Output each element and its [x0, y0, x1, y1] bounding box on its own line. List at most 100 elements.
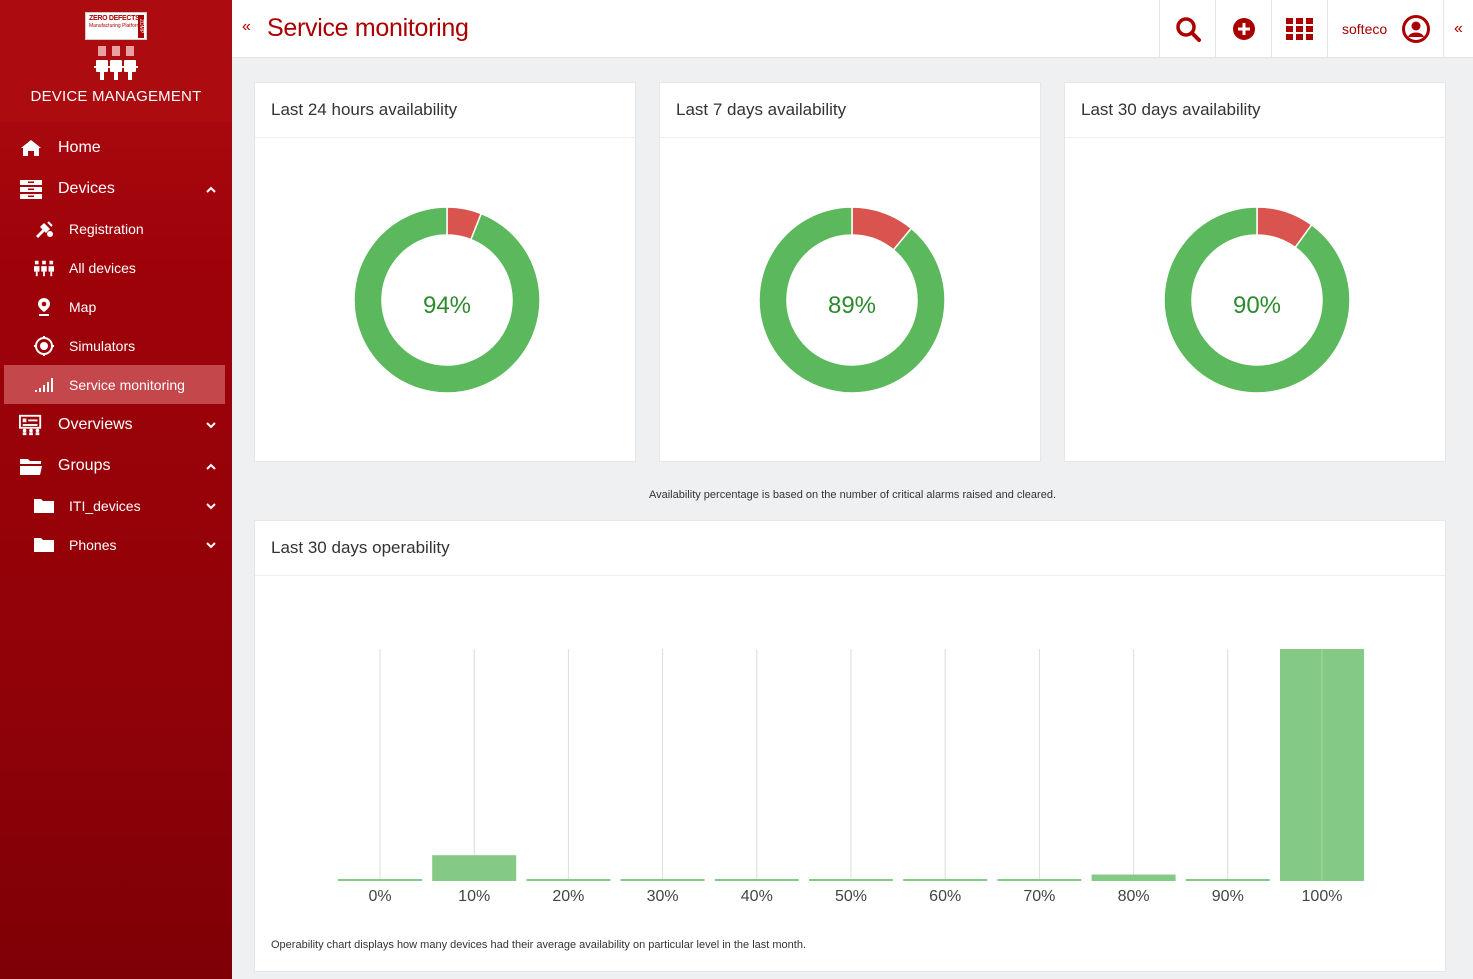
- signal-bars-icon: [34, 375, 54, 395]
- sidebar-item-label: Overviews: [58, 415, 133, 433]
- logo-text: ZERO DEFECTS: [89, 15, 140, 22]
- simulators-icon: [34, 335, 54, 356]
- bar: [809, 879, 893, 881]
- home-icon: [19, 138, 43, 158]
- bar: [338, 879, 422, 881]
- folder-icon: [34, 535, 54, 555]
- sidebar-item-label: Simulators: [69, 337, 136, 354]
- x-tick-label: 0%: [368, 888, 391, 905]
- overviews-icon: [19, 414, 43, 435]
- chevron-down-icon: [206, 418, 216, 432]
- x-tick-label: 70%: [1023, 888, 1055, 905]
- availability-percent: 89%: [827, 292, 877, 319]
- x-tick-label: 10%: [458, 888, 490, 905]
- availability-donut: 90%: [1162, 205, 1352, 395]
- sidebar-item-home[interactable]: Home: [0, 127, 232, 168]
- x-tick-label: 40%: [741, 888, 773, 905]
- page-title: Service monitoring: [267, 14, 469, 42]
- sidebar-item-service-monitoring[interactable]: Service monitoring: [4, 365, 225, 404]
- card-title: Last 24 hours availability: [255, 83, 635, 138]
- card-title: Last 7 days availability: [660, 83, 1040, 138]
- x-tick-label: 90%: [1212, 888, 1244, 905]
- folder-icon: [34, 496, 54, 516]
- zdmp-logo: ZERO DEFECTS Manufacturing Platform ZDMP: [85, 12, 147, 40]
- x-tick-label: 100%: [1302, 888, 1343, 905]
- sidebar-item-label: Map: [69, 298, 97, 315]
- bar: [432, 855, 517, 881]
- availability-card-24h: Last 24 hours availability 94%: [254, 82, 636, 462]
- search-icon: [1175, 17, 1201, 42]
- collapse-right-panel-button[interactable]: «: [1443, 0, 1473, 58]
- logo-side-text: ZDMP: [138, 15, 144, 38]
- x-tick-label: 50%: [835, 888, 867, 905]
- devices-icon: [19, 179, 43, 199]
- sidebar-item-label: All devices: [69, 259, 136, 276]
- app-switcher-button[interactable]: [1271, 0, 1327, 58]
- add-button[interactable]: [1215, 0, 1271, 58]
- sidebar-item-label: Registration: [69, 220, 144, 237]
- sidebar-item-registration[interactable]: Registration: [0, 209, 232, 248]
- availability-donut: 89%: [757, 205, 947, 395]
- donut-slice-available: [353, 206, 541, 394]
- availability-percent: 94%: [422, 292, 472, 319]
- availability-card-30d: Last 30 days availability 90%: [1064, 82, 1446, 462]
- map-pin-icon: [34, 297, 54, 317]
- logo-subtext: Manufacturing Platform: [89, 23, 141, 29]
- user-menu[interactable]: softeco: [1327, 0, 1443, 58]
- sidebar-nav: Home Devices Registration All devices: [0, 127, 232, 564]
- bar: [714, 879, 799, 881]
- all-devices-icon: [34, 258, 54, 278]
- collapse-sidebar-button[interactable]: «: [242, 18, 251, 35]
- x-tick-label: 80%: [1118, 888, 1150, 905]
- chevron-down-icon: [206, 538, 216, 552]
- sidebar-item-devices[interactable]: Devices: [0, 168, 232, 209]
- sidebar-item-label: Service monitoring: [69, 376, 185, 393]
- x-tick-label: 60%: [929, 888, 961, 905]
- chevron-up-icon: [206, 182, 216, 196]
- device-management-icon: [94, 46, 138, 80]
- brand-area: ZERO DEFECTS Manufacturing Platform ZDMP…: [0, 0, 232, 122]
- sidebar-item-label: Devices: [58, 179, 115, 197]
- sidebar-item-groups[interactable]: Groups: [0, 445, 232, 486]
- donut-chart: [758, 206, 946, 394]
- top-header: « Service monitoring softeco «: [232, 0, 1473, 58]
- donut-chart: [353, 206, 541, 394]
- availability-card-7d: Last 7 days availability 89%: [659, 82, 1041, 462]
- plus-circle-icon: [1232, 18, 1255, 40]
- user-name: softeco: [1342, 21, 1388, 37]
- sidebar-item-iti-devices[interactable]: ITI_devices: [0, 486, 232, 525]
- sidebar-item-label: Groups: [58, 456, 111, 474]
- search-button[interactable]: [1159, 0, 1215, 58]
- registration-icon: [34, 219, 54, 239]
- sidebar-item-label: Phones: [69, 536, 117, 553]
- availability-percent: 90%: [1232, 292, 1282, 319]
- sidebar-item-all-devices[interactable]: All devices: [0, 248, 232, 287]
- bar: [903, 879, 988, 881]
- sidebar-item-phones[interactable]: Phones: [0, 525, 232, 564]
- sidebar-item-label: ITI_devices: [69, 497, 141, 514]
- operability-card: Last 30 days operability 0% 10% 20% 30% 40% 5…: [254, 520, 1446, 972]
- x-tick-label: 20%: [552, 888, 584, 905]
- sidebar-item-map[interactable]: Map: [0, 287, 232, 326]
- folder-open-icon: [19, 456, 43, 476]
- user-avatar-icon: [1402, 15, 1431, 43]
- grid-icon: [1285, 18, 1313, 40]
- x-tick-label: 30%: [647, 888, 679, 905]
- bar: [526, 879, 611, 881]
- availability-note: Availability percentage is based on the …: [648, 489, 1057, 501]
- availability-donut: 94%: [352, 205, 542, 395]
- sidebar-item-overviews[interactable]: Overviews: [0, 404, 232, 445]
- sidebar-item-label: Home: [58, 138, 101, 156]
- app-title: DEVICE MANAGEMENT: [30, 88, 202, 105]
- chevron-down-icon: [206, 499, 216, 513]
- sidebar: ZERO DEFECTS Manufacturing Platform ZDMP…: [0, 0, 232, 979]
- donut-slice-available: [1163, 206, 1351, 394]
- operability-note: Operability chart displays how many devi…: [271, 939, 806, 951]
- bar: [1185, 879, 1270, 881]
- donut-slice-available: [758, 206, 946, 394]
- bar: [620, 879, 705, 881]
- card-title: Last 30 days availability: [1065, 83, 1445, 138]
- chevron-up-icon: [206, 459, 216, 473]
- sidebar-item-simulators[interactable]: Simulators: [0, 326, 232, 365]
- operability-bar-chart: 0% 10% 20% 30% 40% 50% 60% 70% 80% 90% 100%: [338, 649, 1364, 905]
